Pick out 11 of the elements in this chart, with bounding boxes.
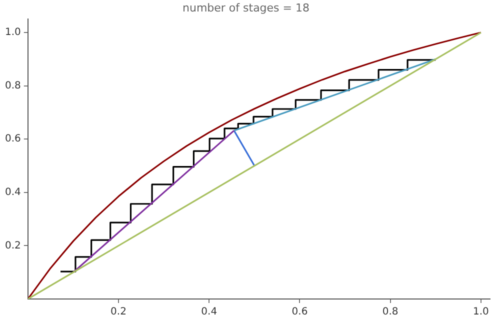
x-tick-label: 0.4 xyxy=(201,306,218,318)
x-tick-label: 0.6 xyxy=(292,306,308,318)
x-tick-label: 0.8 xyxy=(382,306,398,318)
y-tick-label: 0.4 xyxy=(4,187,21,198)
x-tick-label: 0.2 xyxy=(110,306,126,318)
chart-title: number of stages = 18 xyxy=(182,1,310,14)
y-tick-label: 1.0 xyxy=(4,27,21,38)
x-tick-label: 1.0 xyxy=(472,306,489,318)
y-tick-label: 0.2 xyxy=(4,240,21,252)
y-tick-label: 0.8 xyxy=(4,80,21,92)
y-tick-label: 0.6 xyxy=(4,134,21,145)
